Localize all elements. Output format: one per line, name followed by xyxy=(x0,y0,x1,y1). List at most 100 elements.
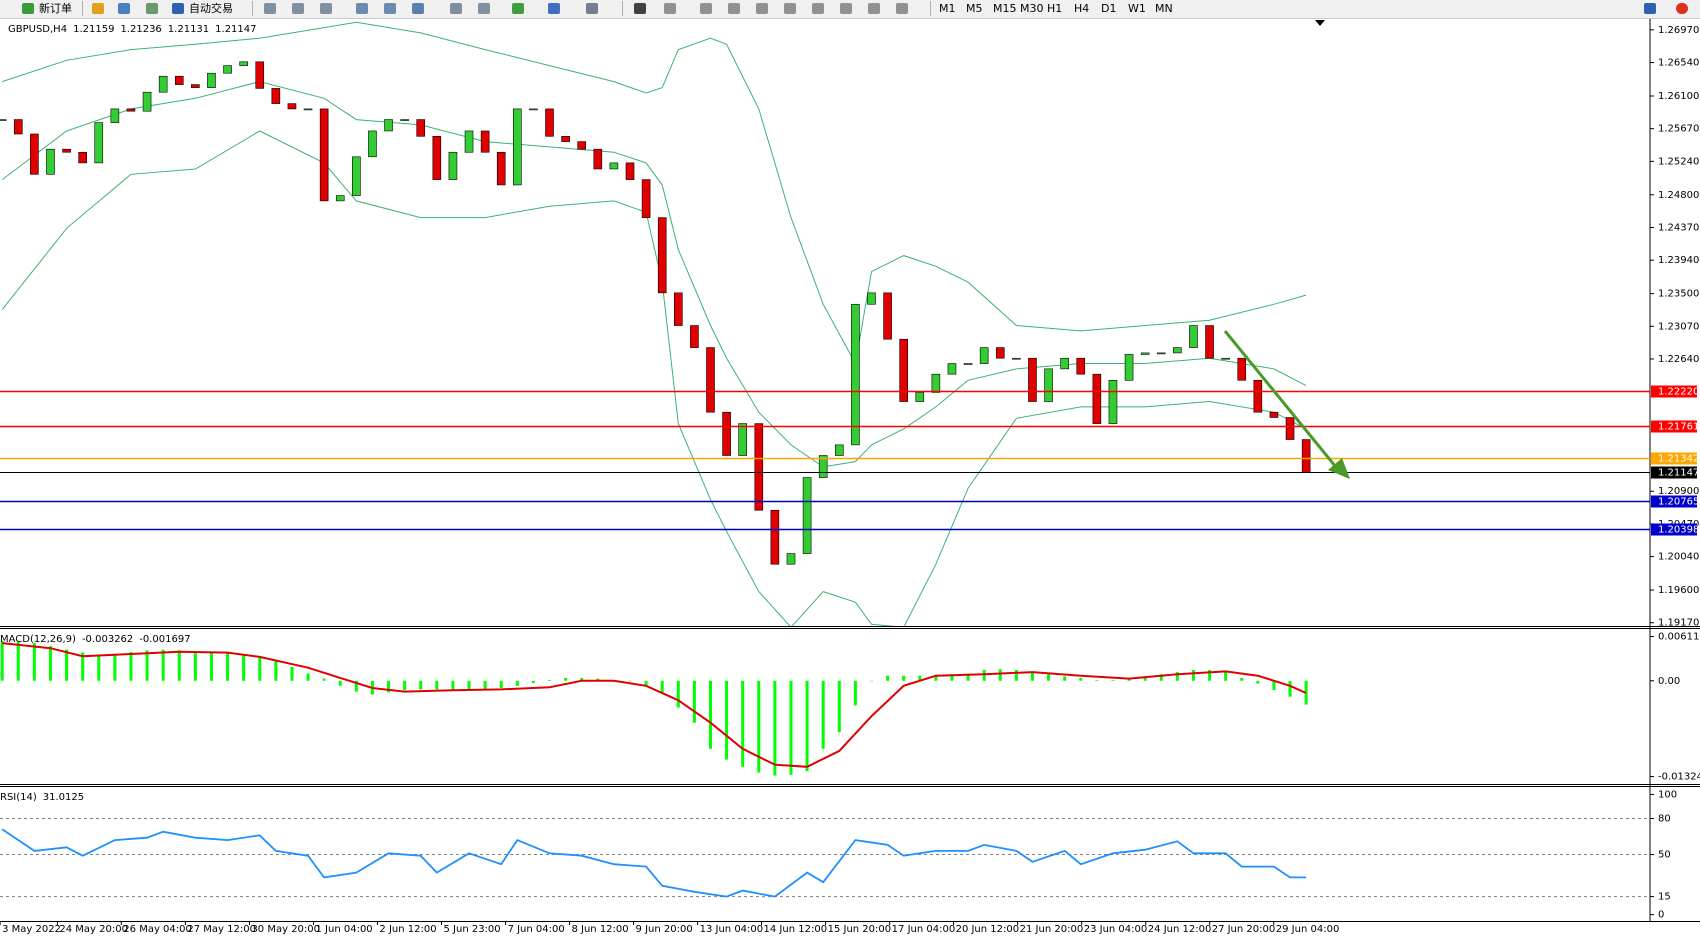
timeframe-button[interactable]: MN xyxy=(1155,2,1173,15)
macd-bar xyxy=(1079,677,1083,681)
icon xyxy=(320,3,332,14)
header-value: -0.001697 xyxy=(139,634,190,645)
macd-bar xyxy=(628,680,632,682)
icon xyxy=(450,3,462,14)
macd-bar xyxy=(692,680,696,723)
candle xyxy=(706,347,715,413)
macd-bar xyxy=(902,675,906,681)
candle xyxy=(368,130,377,158)
candle xyxy=(158,75,168,93)
x-tick-label: 14 Jun 12:00 xyxy=(764,924,828,935)
macd-bar xyxy=(918,675,922,681)
icon xyxy=(812,3,824,14)
icon xyxy=(700,3,712,14)
icon xyxy=(292,3,304,14)
macd-bar xyxy=(1111,680,1115,681)
macd-bar xyxy=(966,673,970,681)
macd-bar xyxy=(1256,680,1260,684)
plot-layer: GBPUSD,H4 1.21159 1.21236 1.21131 1.21147 1.2… xyxy=(0,21,1700,935)
macd-bar xyxy=(676,680,680,708)
candle xyxy=(223,65,232,74)
price-level-tag xyxy=(1651,495,1697,508)
timeframe-button[interactable]: M15 xyxy=(993,2,1017,15)
macd-bar xyxy=(161,649,165,681)
candle xyxy=(78,151,87,164)
y-tick-label: 1.23070 xyxy=(1658,321,1699,332)
price-level-label: 1.21342 xyxy=(1658,454,1699,465)
macd-bar xyxy=(1143,677,1147,681)
background xyxy=(0,19,1700,936)
candle xyxy=(738,423,747,456)
y-tick-label: 1.19600 xyxy=(1658,585,1699,596)
timeframe-button[interactable]: M5 xyxy=(966,2,983,15)
candle xyxy=(593,148,603,170)
macd-bar xyxy=(564,677,568,681)
macd-bar xyxy=(821,680,825,749)
y-tick-label: 0.006114 xyxy=(1658,632,1700,643)
zoom-in-icon xyxy=(356,3,368,14)
y-tick-label: 15 xyxy=(1658,892,1671,903)
timeframe-button[interactable]: H4 xyxy=(1074,2,1090,15)
header-value: 1.21236 xyxy=(120,24,161,35)
y-tick-label: 100 xyxy=(1658,789,1677,800)
candle xyxy=(818,455,828,478)
x-tick-label: 13 Jun 04:00 xyxy=(700,924,764,935)
icon xyxy=(412,3,424,14)
candle xyxy=(1060,357,1069,370)
macd-bar xyxy=(869,680,873,682)
timeframe-button[interactable]: D1 xyxy=(1101,2,1117,15)
candle xyxy=(110,108,120,123)
panel xyxy=(0,21,1311,626)
candle xyxy=(1189,325,1198,348)
candle xyxy=(674,292,683,326)
cursor-icon xyxy=(634,3,646,14)
x-tick-label: 24 Jun 12:00 xyxy=(1148,924,1212,935)
x-tick-label: 15 Jun 20:00 xyxy=(828,924,892,935)
new-order-button[interactable]: 新订单 xyxy=(39,2,72,15)
price-level-label: 1.20765 xyxy=(1658,497,1699,508)
auto-trading-icon xyxy=(172,3,184,14)
timeframe-button[interactable]: M1 xyxy=(939,2,956,15)
x-tick-label: 20 Jun 12:00 xyxy=(956,924,1020,935)
x-tick-label: 8 Jun 12:00 xyxy=(571,924,628,935)
macd-bar xyxy=(48,646,52,681)
y-tick-label: 80 xyxy=(1658,813,1671,824)
x-tick-label: 30 May 20:00 xyxy=(251,924,320,935)
search-icon[interactable] xyxy=(1644,3,1656,14)
macd-bar xyxy=(193,651,197,681)
macd-bar xyxy=(129,651,133,681)
trend-arrow xyxy=(1223,330,1342,473)
candle xyxy=(1253,379,1263,413)
macd-bar xyxy=(435,680,439,690)
icon xyxy=(756,3,768,14)
macd-bar xyxy=(741,680,745,767)
price-level-label: 1.20398 xyxy=(1658,525,1699,536)
macd-bar xyxy=(290,667,294,681)
alert-icon[interactable] xyxy=(1676,3,1688,14)
timeframe-button[interactable]: M30 xyxy=(1020,2,1044,15)
candle xyxy=(0,119,7,121)
y-tick-label: -0.013241 xyxy=(1658,772,1700,783)
y-tick-label: 1.20900 xyxy=(1658,486,1699,497)
candle xyxy=(545,108,554,137)
panel xyxy=(0,640,1308,776)
macd-bar xyxy=(725,680,729,760)
macd-bar xyxy=(596,678,600,681)
x-tick-label: 27 Jun 20:00 xyxy=(1212,924,1276,935)
y-tick-label: 0 xyxy=(1658,910,1664,921)
separator xyxy=(82,1,83,16)
candle xyxy=(174,75,184,85)
macd-bar xyxy=(65,649,69,681)
candle xyxy=(271,88,281,104)
candle xyxy=(883,292,892,340)
timeframe-button[interactable]: H1 xyxy=(1047,2,1063,15)
panel-header: GBPUSD,H4 1.21159 1.21236 1.21131 1.21147 xyxy=(8,24,257,35)
candle xyxy=(303,108,313,111)
candle xyxy=(609,162,619,170)
candle xyxy=(239,61,248,66)
auto-trading-button[interactable]: 自动交易 xyxy=(189,2,233,15)
timeframe-button[interactable]: W1 xyxy=(1128,2,1146,15)
candle xyxy=(1301,439,1311,473)
y-tick-label: 1.19170 xyxy=(1658,618,1699,629)
candle xyxy=(416,119,426,137)
